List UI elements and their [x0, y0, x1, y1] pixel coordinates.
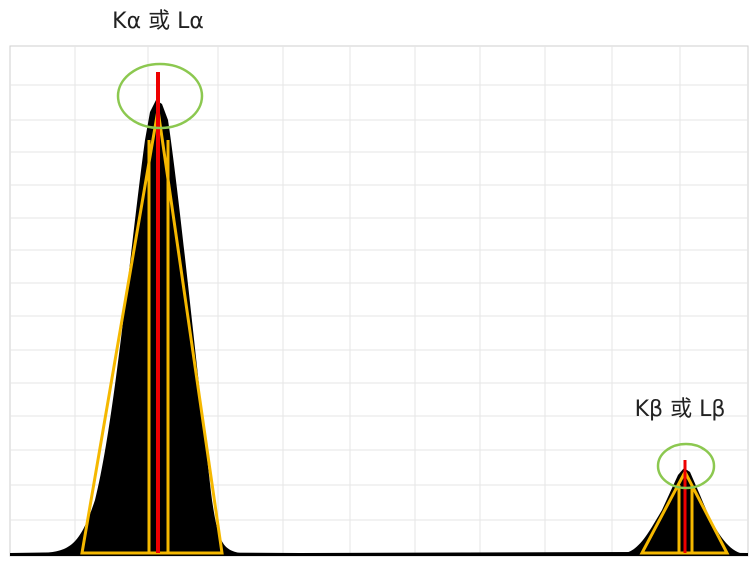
- alpha-label: Kα 或 Lα: [112, 9, 204, 34]
- beta-label: Kβ 或 Lβ: [635, 397, 726, 422]
- alpha-peak: [40, 100, 240, 553]
- beta-highlight: [656, 442, 716, 490]
- alpha-highlight: [116, 62, 204, 130]
- alpha-triangle: [80, 109, 224, 555]
